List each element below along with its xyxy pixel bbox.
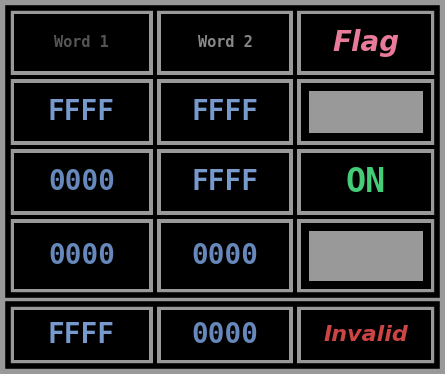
Text: Flag: Flag (332, 28, 400, 56)
Bar (153, 8, 157, 295)
Text: FFFF: FFFF (191, 98, 259, 126)
Text: FFFF: FFFF (191, 168, 259, 196)
Text: 0000: 0000 (48, 168, 115, 196)
Text: FFFF: FFFF (48, 321, 115, 349)
Bar (14, 83, 149, 141)
Bar (14, 153, 149, 211)
Text: FFFF: FFFF (48, 98, 115, 126)
Text: 0000: 0000 (191, 242, 259, 270)
Bar (8, 8, 437, 295)
Bar (161, 14, 289, 71)
Bar (301, 14, 431, 71)
Bar (301, 223, 431, 289)
Text: Word 2: Word 2 (198, 35, 252, 50)
Bar (309, 231, 423, 281)
Bar (14, 310, 149, 360)
Bar (161, 83, 289, 141)
Bar (8, 145, 437, 149)
Bar (301, 310, 431, 360)
Bar (293, 304, 297, 366)
Text: ON: ON (346, 166, 386, 199)
Bar (14, 223, 149, 289)
Bar (14, 14, 149, 71)
Text: Word 1: Word 1 (54, 35, 109, 50)
Text: Invalid: Invalid (324, 325, 409, 345)
Bar (161, 310, 289, 360)
Bar (8, 304, 437, 366)
Bar (161, 153, 289, 211)
Bar (153, 304, 157, 366)
Text: 0000: 0000 (48, 242, 115, 270)
Bar (309, 91, 423, 133)
Bar (8, 75, 437, 79)
Bar (293, 8, 297, 295)
Bar (301, 153, 431, 211)
Text: 0000: 0000 (191, 321, 259, 349)
Bar (161, 223, 289, 289)
Bar (301, 83, 431, 141)
Bar (8, 215, 437, 219)
